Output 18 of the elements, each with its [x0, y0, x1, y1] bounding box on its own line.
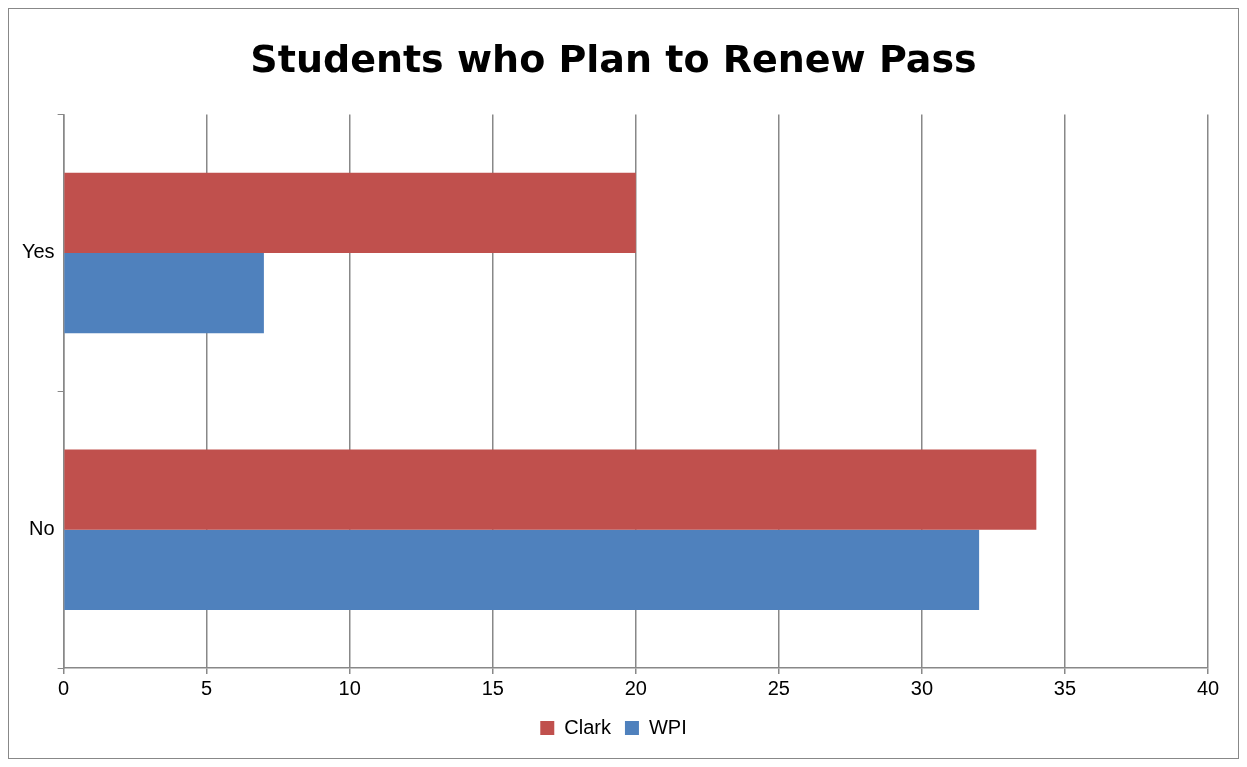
x-tick-label: 25 — [767, 676, 790, 699]
x-tick-label: 5 — [201, 676, 213, 699]
chart-title: Students who Plan to Renew Pass — [250, 36, 977, 81]
x-tick-label: 35 — [1053, 676, 1077, 699]
y-tick-label: Yes — [21, 240, 55, 263]
legend-label: WPI — [648, 715, 687, 738]
bar — [64, 529, 980, 610]
bar — [64, 252, 264, 334]
y-tick-label: No — [29, 517, 55, 540]
x-tick-label: 0 — [58, 676, 70, 699]
x-tick-label: 15 — [481, 676, 504, 699]
x-tick-label: 40 — [1196, 676, 1220, 699]
x-tick-label: 10 — [338, 676, 361, 699]
x-tick-label: 20 — [624, 676, 647, 699]
x-tick-label: 30 — [910, 676, 934, 699]
bar — [64, 172, 636, 253]
bar — [64, 449, 1037, 530]
legend-label: Clark — [564, 715, 612, 738]
